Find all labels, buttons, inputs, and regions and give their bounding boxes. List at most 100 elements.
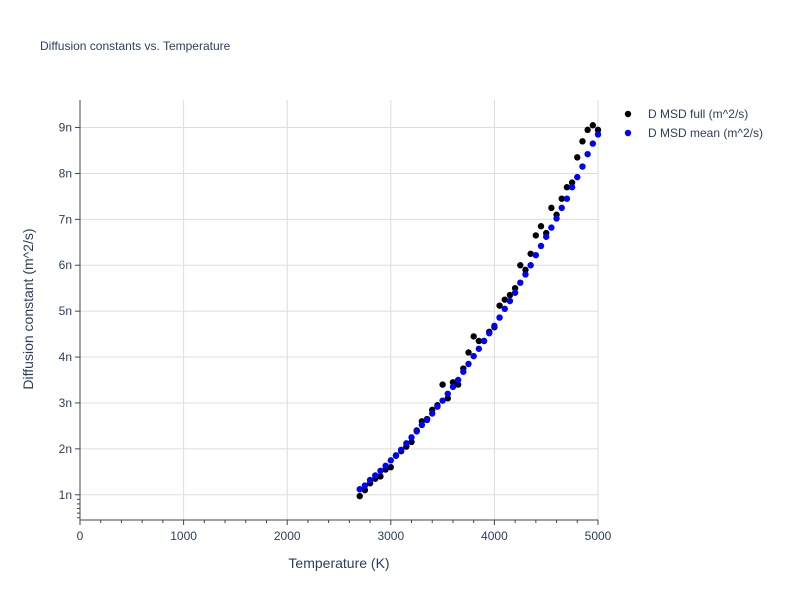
- y-tick-label: 4n: [59, 350, 72, 364]
- y-tick-label: 3n: [59, 396, 72, 410]
- data-points: [356, 122, 602, 500]
- point-msd-mean: [574, 173, 581, 181]
- point-msd-mean: [361, 482, 369, 489]
- point-msd-mean: [584, 150, 591, 158]
- point-msd-full: [475, 337, 483, 345]
- point-msd-mean: [418, 421, 426, 429]
- x-tick-label: 0: [77, 529, 84, 543]
- point-msd-mean: [506, 297, 514, 305]
- point-msd-mean: [553, 215, 560, 222]
- point-msd-full: [517, 262, 524, 269]
- point-msd-full: [408, 438, 415, 446]
- point-msd-mean: [496, 314, 503, 321]
- point-msd-mean: [486, 329, 493, 337]
- point-msd-mean: [511, 289, 519, 296]
- point-msd-full: [563, 184, 571, 191]
- point-msd-full: [568, 179, 576, 186]
- point-msd-mean: [589, 140, 597, 147]
- point-msd-mean: [532, 251, 540, 259]
- y-tick-label: 6n: [59, 258, 72, 272]
- y-tick-label: 7n: [59, 212, 72, 226]
- x-tick-label: 2000: [274, 529, 301, 543]
- point-msd-full: [589, 122, 597, 129]
- y-tick-label: 2n: [59, 442, 72, 456]
- point-msd-full: [356, 492, 363, 500]
- point-msd-mean: [429, 410, 436, 417]
- point-msd-mean: [465, 360, 472, 368]
- point-msd-full: [558, 195, 565, 202]
- point-msd-mean: [558, 204, 565, 212]
- point-msd-mean: [517, 279, 524, 286]
- point-msd-full: [574, 154, 581, 161]
- point-msd-full: [449, 379, 457, 386]
- point-msd-mean: [377, 467, 384, 475]
- point-msd-mean: [403, 440, 410, 447]
- y-tick-label: 5n: [59, 304, 72, 318]
- point-msd-mean: [434, 403, 441, 410]
- point-msd-full: [532, 232, 540, 239]
- point-msd-mean: [594, 131, 602, 138]
- chart-title: Diffusion constants vs. Temperature: [40, 39, 231, 53]
- legend-marker: [624, 110, 632, 118]
- axes: 0 1000 2000 3000 4000 5000 1n 2n 3n 4n 5n 6n 7n 8n 9n: [59, 100, 612, 543]
- point-msd-mean: [543, 233, 550, 240]
- point-msd-mean: [527, 262, 534, 269]
- legend-label: D MSD full (m^2/s): [648, 107, 748, 121]
- point-msd-mean: [480, 337, 488, 345]
- point-msd-mean: [382, 462, 389, 470]
- point-msd-mean: [387, 457, 394, 464]
- point-msd-mean: [460, 368, 467, 375]
- point-msd-mean: [444, 390, 451, 397]
- point-msd-full: [522, 266, 529, 274]
- point-msd-mean: [563, 195, 571, 202]
- point-msd-mean: [475, 345, 483, 352]
- point-msd-full: [511, 284, 519, 292]
- x-tick-label: 4000: [481, 529, 508, 543]
- point-msd-full: [444, 395, 451, 402]
- point-msd-mean: [548, 224, 555, 231]
- point-msd-full: [501, 296, 508, 303]
- x-tick-label: 1000: [170, 529, 197, 543]
- y-tick-label: 1n: [59, 488, 72, 502]
- point-msd-full: [527, 250, 534, 257]
- point-msd-full: [537, 223, 545, 230]
- point-msd-full: [579, 138, 586, 145]
- point-msd-full: [470, 333, 477, 340]
- point-msd-mean: [537, 242, 545, 250]
- y-tick-label: 8n: [59, 166, 72, 180]
- point-msd-mean: [491, 322, 498, 330]
- point-msd-mean: [522, 271, 529, 278]
- point-msd-full: [506, 291, 514, 299]
- point-msd-mean: [449, 383, 457, 391]
- point-msd-mean: [439, 397, 446, 404]
- point-msd-mean: [366, 476, 374, 484]
- point-msd-full: [439, 381, 446, 388]
- grid: [80, 100, 599, 520]
- legend: D MSD full (m^2/s) D MSD mean (m^2/s): [624, 107, 763, 140]
- y-axis-title: Diffusion constant (m^2/s): [20, 228, 36, 389]
- point-msd-mean: [470, 352, 477, 360]
- point-msd-mean: [501, 305, 508, 313]
- point-msd-mean: [413, 428, 420, 435]
- point-msd-mean: [408, 434, 415, 441]
- point-msd-full: [465, 349, 472, 356]
- x-tick-label: 5000: [585, 529, 612, 543]
- legend-marker: [624, 129, 632, 137]
- point-msd-mean: [356, 486, 363, 493]
- point-msd-mean: [454, 376, 462, 384]
- point-msd-full: [454, 381, 462, 388]
- point-msd-mean: [397, 446, 405, 453]
- y-tick-label: 9n: [59, 121, 72, 135]
- x-tick-label: 3000: [377, 529, 404, 543]
- point-msd-mean: [372, 472, 379, 479]
- point-msd-mean: [579, 163, 586, 170]
- point-msd-full: [387, 464, 394, 471]
- x-axis-title: Temperature (K): [288, 555, 389, 571]
- point-msd-full: [594, 126, 602, 134]
- point-msd-full: [377, 473, 384, 480]
- point-msd-mean: [568, 184, 576, 191]
- point-msd-full: [584, 126, 591, 134]
- point-msd-mean: [423, 416, 431, 424]
- legend-label: D MSD mean (m^2/s): [648, 126, 763, 140]
